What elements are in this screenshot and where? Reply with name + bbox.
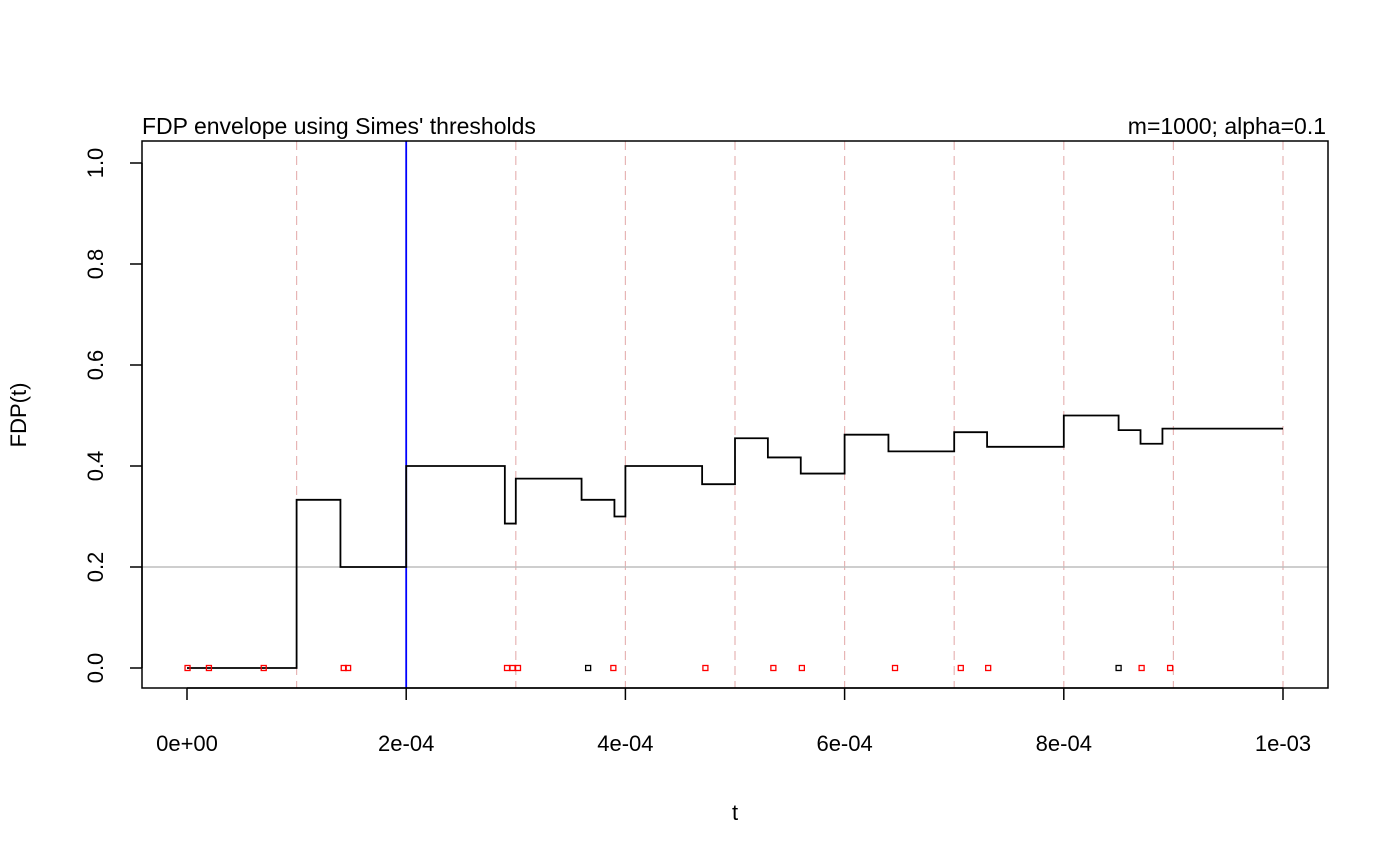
- chart-title: FDP envelope using Simes' thresholds: [142, 113, 536, 139]
- pvalue-point-red-5: [503, 664, 511, 672]
- y-tick-label-4: 0.8: [83, 249, 108, 280]
- x-tick-label-3: 6e-04: [816, 731, 872, 756]
- pvalue-point-red-1: [205, 664, 213, 672]
- y-tick-label-1: 0.2: [83, 552, 108, 583]
- pvalue-point-red-14: [985, 664, 992, 672]
- x-tick-label-4: 8e-04: [1036, 731, 1092, 756]
- y-tick-label-5: 1.0: [83, 148, 108, 179]
- chart-subtitle: m=1000; alpha=0.1: [1128, 113, 1326, 139]
- pvalue-point-red-0: [184, 664, 191, 672]
- pvalue-point-red-16: [1166, 664, 1174, 672]
- x-tick-label-0: 0e+00: [156, 731, 218, 756]
- pvalue-point-red-12: [891, 664, 899, 672]
- pvalue-point-red-6: [509, 664, 516, 672]
- axes: 0e+00 2e-04 4e-04 6e-04 8e-04 1e-03 0.0 0.2 0.4 0…: [83, 148, 1311, 756]
- y-tick-label-3: 0.6: [83, 350, 108, 381]
- y-tick-label-2: 0.4: [83, 451, 108, 482]
- y-tick-label-0: 0.0: [83, 653, 108, 684]
- x-tick-label-5: 1e-03: [1255, 731, 1311, 756]
- pvalue-point-red-7: [514, 664, 522, 672]
- series: [187, 414, 1283, 669]
- pvalue-point-red-4: [344, 664, 352, 672]
- pvalue-point-red-8: [610, 664, 617, 672]
- pvalue-point-black-1: [1115, 664, 1122, 672]
- grid-lines: [296, 141, 1284, 688]
- pvalue-point-black-0: [584, 664, 592, 672]
- points: [184, 664, 1174, 672]
- pvalue-point-red-15: [1138, 664, 1145, 672]
- pvalue-point-red-9: [702, 664, 709, 672]
- x-tick-label-1: 2e-04: [378, 731, 434, 756]
- pvalue-point-red-10: [770, 664, 777, 672]
- pvalue-point-red-2: [260, 664, 267, 672]
- fdp-envelope-line: [187, 414, 1283, 669]
- pvalue-point-red-13: [957, 664, 964, 672]
- x-tick-label-2: 4e-04: [597, 731, 653, 756]
- x-axis-label: t: [732, 800, 738, 825]
- y-axis-label: FDP(t): [6, 383, 31, 448]
- pvalue-point-red-11: [798, 664, 806, 672]
